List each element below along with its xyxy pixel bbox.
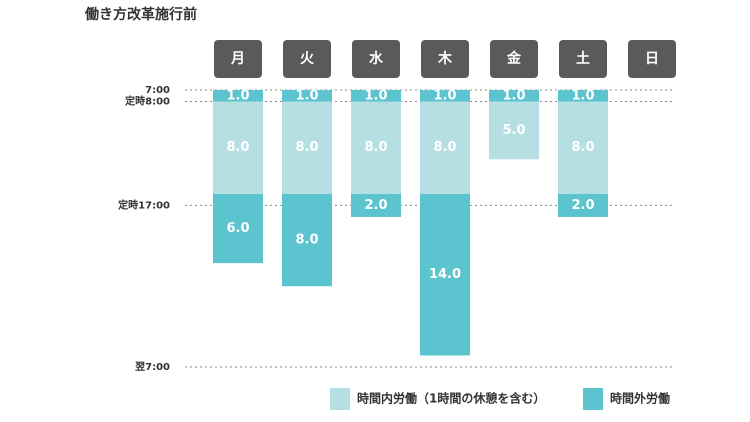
- bar-segment: [213, 193, 263, 264]
- x-tick-label: 金: [506, 50, 522, 67]
- day-header: [421, 40, 469, 78]
- value-label: 2.0: [364, 198, 387, 213]
- y-tick-label: 7:00: [145, 85, 170, 96]
- legend-label: 時間内労働（1時間の休憩を含む）: [357, 391, 545, 406]
- bar-segment: [213, 101, 263, 194]
- value-label: 6.0: [226, 221, 249, 236]
- x-tick-label: 木: [437, 50, 453, 67]
- x-tick-label: 火: [300, 51, 315, 67]
- value-label: 5.0: [502, 123, 525, 138]
- day-header: [628, 40, 676, 78]
- value-label: 8.0: [295, 140, 318, 155]
- day-header: [214, 40, 262, 78]
- chart-title: 働き方改革施行前: [84, 6, 197, 23]
- bar-segment: [489, 101, 539, 160]
- bar-segment: [351, 193, 401, 217]
- y-tick-label: 定時17:00: [118, 198, 170, 211]
- bar-segment: [420, 90, 470, 102]
- x-tick-label: 水: [369, 50, 384, 67]
- day-header: [352, 40, 400, 78]
- value-label: 8.0: [364, 140, 387, 155]
- y-tick-label: 翌7:00: [135, 361, 170, 373]
- bar-segment: [420, 101, 470, 194]
- value-label: 8.0: [433, 140, 456, 155]
- bar-segment: [558, 193, 608, 217]
- value-label: 2.0: [571, 198, 594, 213]
- value-label: 1.0: [295, 88, 318, 103]
- bar-segment: [420, 193, 470, 356]
- bar-segment: [213, 90, 263, 102]
- value-label: 1.0: [433, 88, 456, 103]
- bar-segment: [558, 101, 608, 194]
- bar-segment: [351, 101, 401, 194]
- bar-segment: [489, 90, 539, 102]
- value-label: 8.0: [295, 233, 318, 248]
- bar-segment: [558, 90, 608, 102]
- value-label: 8.0: [226, 140, 249, 155]
- value-label: 8.0: [571, 140, 594, 155]
- legend-swatch: [583, 388, 603, 410]
- legend-label: 時間外労働: [610, 391, 670, 406]
- day-header: [490, 40, 538, 78]
- x-tick-label: 土: [576, 50, 590, 67]
- day-header: [559, 40, 607, 78]
- day-header: [283, 40, 331, 78]
- bar-segment: [282, 193, 332, 287]
- bar-segment: [282, 90, 332, 102]
- value-label: 14.0: [429, 267, 461, 282]
- x-tick-label: 日: [645, 51, 659, 67]
- x-tick-label: 月: [230, 51, 245, 67]
- y-tick-label: 定時8:00: [125, 95, 170, 108]
- bar-segment: [351, 90, 401, 102]
- value-label: 1.0: [571, 88, 594, 103]
- value-label: 1.0: [226, 88, 249, 103]
- legend-swatch: [330, 388, 350, 410]
- bar-segment: [282, 101, 332, 194]
- value-label: 1.0: [502, 88, 525, 103]
- value-label: 1.0: [364, 88, 387, 103]
